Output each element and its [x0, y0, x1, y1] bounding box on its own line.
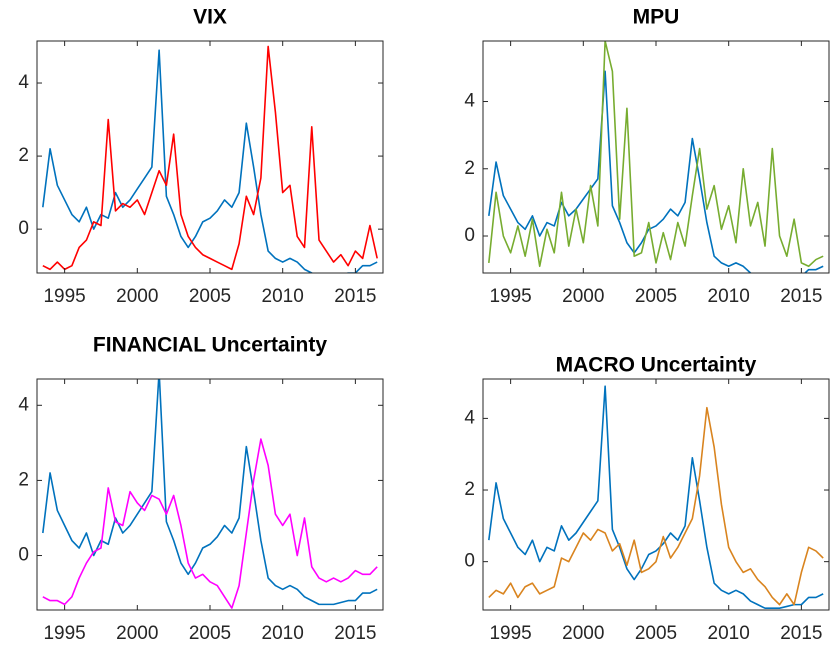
panel: MPU 1995 2000 2005 2010 2015 0 2 4 — [464, 6, 830, 307]
y-tick-label: 4 — [464, 91, 475, 112]
x-tick-label: 2005 — [189, 623, 231, 644]
x-tick-label: 2010 — [708, 286, 750, 307]
y-tick-label: 2 — [464, 158, 475, 179]
x-tick-label: 2010 — [262, 623, 304, 644]
panel: VIX 1995 2000 2005 2010 2015 0 2 4 — [18, 6, 384, 307]
chart-title: FINANCIAL Uncertainty — [93, 334, 327, 357]
series-line — [488, 406, 824, 606]
x-tick-label: 2000 — [116, 286, 158, 307]
y-tick-label: 4 — [18, 394, 29, 415]
plot-area — [37, 41, 383, 273]
x-tick-label: 1995 — [43, 623, 85, 644]
x-tick-label: 2005 — [635, 623, 677, 644]
x-tick-label: 2005 — [635, 286, 677, 307]
x-tick-label: 2015 — [780, 286, 822, 307]
x-tick-label: 2010 — [262, 286, 304, 307]
x-tick-label: 2015 — [780, 623, 822, 644]
x-tick-label: 2000 — [562, 286, 604, 307]
y-tick-label: 4 — [18, 72, 29, 93]
y-tick-label: 2 — [464, 479, 475, 500]
series-line — [42, 379, 378, 606]
x-tick-label: 2000 — [116, 623, 158, 644]
x-tick-label: 2010 — [708, 623, 750, 644]
chart-title: VIX — [193, 6, 227, 29]
series-line — [42, 438, 378, 609]
x-tick-label: 1995 — [489, 286, 531, 307]
chart-title: MPU — [633, 6, 680, 29]
x-tick-label: 2000 — [562, 623, 604, 644]
x-tick-label: 1995 — [489, 623, 531, 644]
series-line — [42, 49, 378, 273]
y-tick-label: 4 — [464, 407, 475, 428]
x-tick-label: 2015 — [334, 623, 376, 644]
x-tick-label: 2015 — [334, 286, 376, 307]
panel: MACRO Uncertainty 1995 2000 2005 2010 2015 0 2 4 — [464, 354, 830, 644]
series-line — [488, 41, 824, 268]
y-tick-label: 2 — [18, 145, 29, 166]
y-tick-label: 0 — [18, 218, 29, 239]
panel: FINANCIAL Uncertainty 1995 2000 2005 2010 201… — [18, 334, 384, 644]
y-tick-label: 2 — [18, 469, 29, 490]
x-tick-label: 1995 — [43, 286, 85, 307]
series-line — [42, 45, 378, 271]
x-tick-label: 2005 — [189, 286, 231, 307]
series-line — [488, 70, 824, 273]
plot-area — [37, 379, 383, 610]
chart-title: MACRO Uncertainty — [556, 354, 757, 377]
series-line — [488, 385, 824, 610]
y-tick-label: 0 — [18, 545, 29, 566]
y-tick-label: 0 — [464, 551, 475, 572]
y-tick-label: 0 — [464, 225, 475, 246]
plot-area — [483, 379, 829, 610]
